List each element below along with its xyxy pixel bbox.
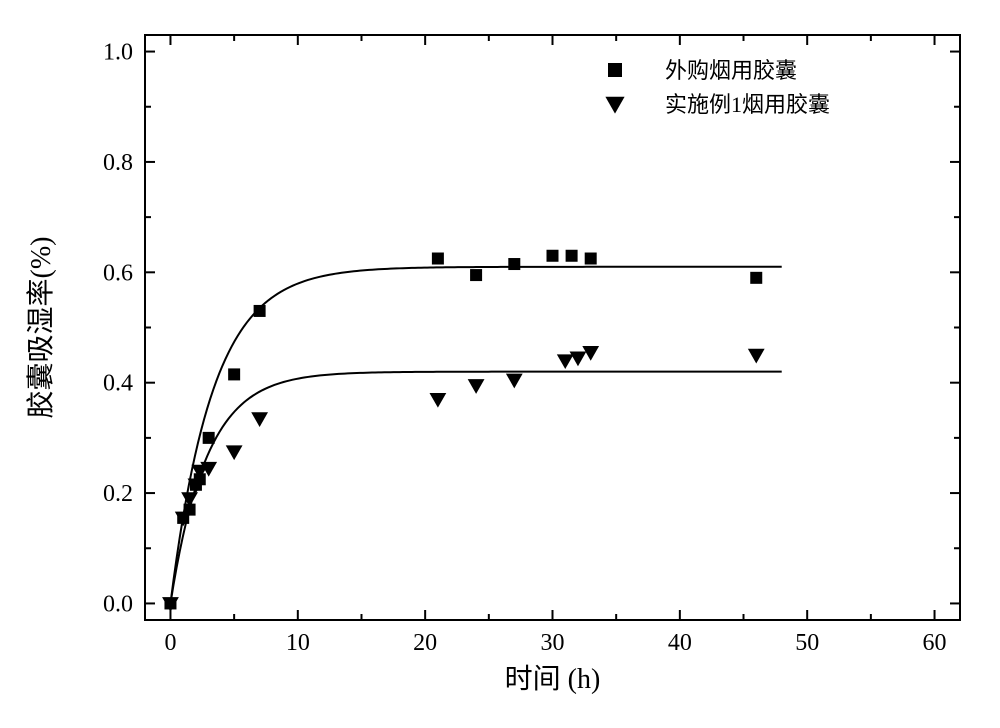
chart-container: 0 10 20 30 40 50 60 0.0 0.2 0.4 0.6 0.8 1.0 时间 (h) 胶囊吸… bbox=[0, 0, 1000, 728]
x-axis-label: 时间 (h) bbox=[505, 663, 601, 695]
x-tick-label: 40 bbox=[668, 630, 692, 656]
y-tick-label: 0.6 bbox=[103, 260, 133, 286]
x-tick-label: 10 bbox=[286, 630, 310, 656]
legend-label: 实施例1烟用胶囊 bbox=[665, 92, 830, 117]
y-tick-label: 1.0 bbox=[103, 40, 133, 66]
y-tick-label: 0.4 bbox=[103, 371, 133, 397]
x-tick-label: 20 bbox=[413, 630, 437, 656]
y-axis-label: 胶囊吸湿率(%) bbox=[25, 237, 57, 419]
x-tick-label: 0 bbox=[164, 630, 176, 656]
x-tick-label: 60 bbox=[923, 630, 947, 656]
legend-label: 外购烟用胶囊 bbox=[665, 58, 797, 83]
scatter-chart: 0 10 20 30 40 50 60 0.0 0.2 0.4 0.6 0.8 1.0 时间 (h) 胶囊吸… bbox=[0, 0, 1000, 728]
y-tick-label: 0.0 bbox=[103, 591, 133, 617]
y-tick-label: 0.2 bbox=[103, 481, 133, 507]
x-tick-label: 30 bbox=[541, 630, 565, 656]
y-tick-label: 0.8 bbox=[103, 150, 133, 176]
x-tick-label: 50 bbox=[795, 630, 819, 656]
